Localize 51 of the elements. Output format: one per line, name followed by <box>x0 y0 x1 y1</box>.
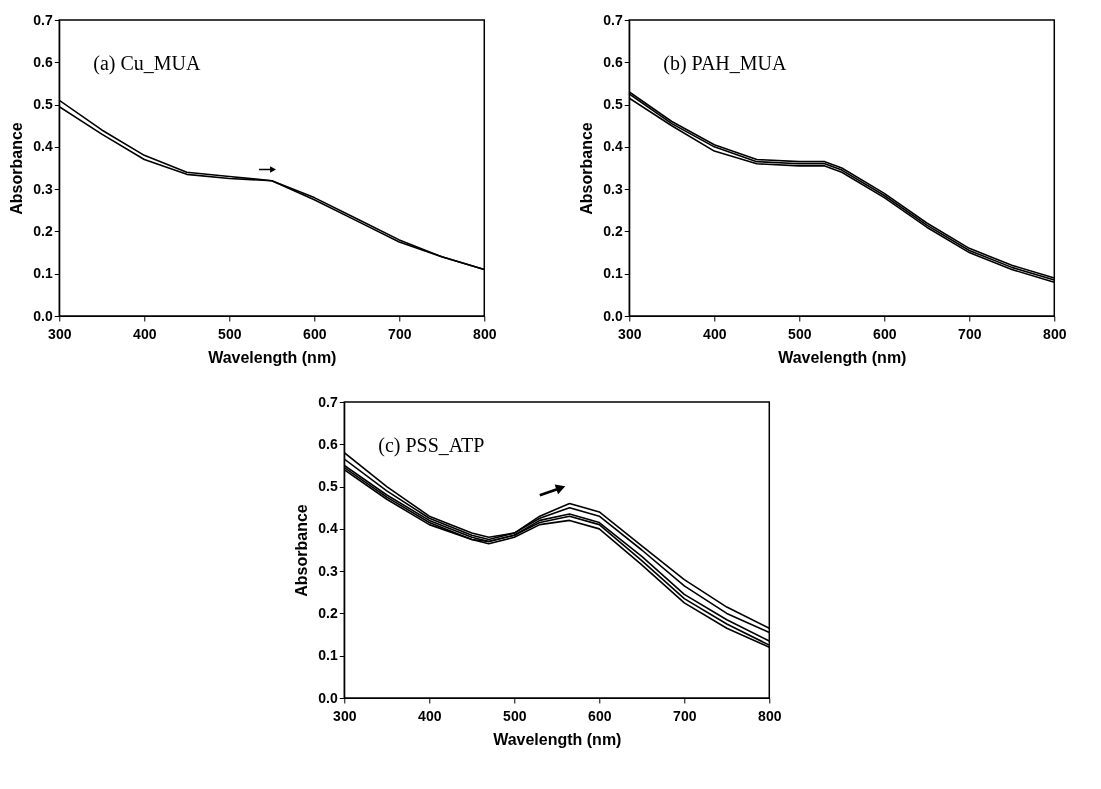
x-tick-label: 400 <box>418 707 442 724</box>
annotation: (c) PSS_ATP <box>378 434 485 458</box>
y-tick-label: 0.5 <box>33 96 53 113</box>
x-tick-label: 500 <box>788 325 812 342</box>
y-axis-title: Absorbance <box>578 122 596 215</box>
y-tick-label: 0.4 <box>603 138 623 155</box>
x-tick-label: 800 <box>473 325 497 342</box>
y-tick-label: 0.0 <box>603 307 623 324</box>
x-tick-label: 700 <box>388 325 412 342</box>
x-tick-label: 500 <box>503 707 527 724</box>
y-tick-label: 0.3 <box>603 180 623 197</box>
y-tick-label: 0.4 <box>33 138 53 155</box>
y-tick-label: 0.3 <box>33 180 53 197</box>
y-tick-label: 0.7 <box>603 11 623 28</box>
y-tick-label: 0.2 <box>33 222 53 239</box>
y-tick-label: 0.2 <box>318 604 338 621</box>
x-tick-label: 400 <box>703 325 727 342</box>
x-tick-label: 700 <box>958 325 982 342</box>
y-tick-label: 0.5 <box>318 478 338 495</box>
y-tick-label: 0.7 <box>318 393 338 410</box>
x-tick-label: 400 <box>133 325 157 342</box>
y-tick-label: 0.6 <box>33 53 53 70</box>
y-axis-title: Absorbance <box>8 122 26 215</box>
y-tick-label: 0.1 <box>33 265 53 282</box>
x-tick-label: 800 <box>1043 325 1067 342</box>
y-tick-label: 0.3 <box>318 562 338 579</box>
y-tick-label: 0.6 <box>318 435 338 452</box>
x-tick-label: 300 <box>48 325 72 342</box>
x-tick-label: 500 <box>218 325 242 342</box>
y-tick-label: 0.1 <box>318 647 338 664</box>
y-axis-title: Absorbance <box>293 504 311 597</box>
annotation: (a) Cu_MUA <box>93 52 202 76</box>
y-tick-label: 0.7 <box>33 11 53 28</box>
annotation: (b) PAH_MUA <box>663 52 788 76</box>
x-tick-label: 800 <box>758 707 782 724</box>
x-tick-label: 600 <box>303 325 327 342</box>
x-tick-label: 700 <box>673 707 697 724</box>
x-axis-title: Wavelength (nm) <box>208 348 337 366</box>
x-axis-title: Wavelength (nm) <box>778 348 907 366</box>
x-tick-label: 600 <box>588 707 612 724</box>
y-tick-label: 0.4 <box>318 520 338 537</box>
x-axis-title: Wavelength (nm) <box>493 730 622 748</box>
y-tick-label: 0.5 <box>603 96 623 113</box>
x-tick-label: 600 <box>873 325 897 342</box>
y-tick-label: 0.6 <box>603 53 623 70</box>
x-tick-label: 300 <box>618 325 642 342</box>
y-tick-label: 0.2 <box>603 222 623 239</box>
x-tick-label: 300 <box>333 707 357 724</box>
y-tick-label: 0.0 <box>33 307 53 324</box>
y-tick-label: 0.1 <box>603 265 623 282</box>
y-tick-label: 0.0 <box>318 689 338 706</box>
